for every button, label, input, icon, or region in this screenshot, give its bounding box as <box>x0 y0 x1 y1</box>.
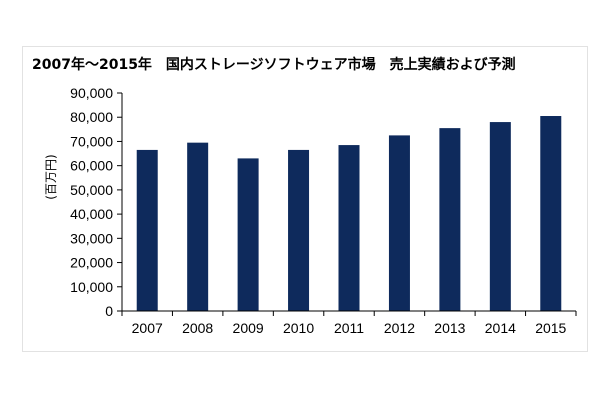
bar-2015 <box>540 116 562 311</box>
bar-2008 <box>187 142 209 311</box>
x-tick-label: 2008 <box>182 320 213 336</box>
y-tick-label: 10,000 <box>70 279 113 295</box>
chart-frame <box>22 46 588 352</box>
y-axis-ticks: 0 10,000 20,000 30,000 40,000 50,000 60,000 70,… <box>70 85 122 319</box>
bar-2009 <box>237 158 259 311</box>
x-tick-label: 2014 <box>485 320 516 336</box>
y-tick-label: 0 <box>105 303 113 319</box>
bars <box>136 116 562 311</box>
y-tick-label: 30,000 <box>70 230 113 246</box>
y-tick-label: 50,000 <box>70 182 113 198</box>
x-tick-label: 2015 <box>535 320 566 336</box>
y-tick-label: 70,000 <box>70 133 113 149</box>
bar-2007 <box>136 149 158 311</box>
bar-2011 <box>338 145 360 311</box>
y-tick-label: 20,000 <box>70 255 113 271</box>
x-tick-label: 2010 <box>283 320 314 336</box>
bar-2013 <box>439 128 461 311</box>
x-tick-label: 2009 <box>233 320 264 336</box>
y-tick-label: 80,000 <box>70 109 113 125</box>
bar-2012 <box>388 135 410 311</box>
axes <box>121 93 576 312</box>
x-tick-label: 2012 <box>384 320 415 336</box>
x-tick-label: 2011 <box>334 320 364 336</box>
x-axis-ticks: 2007 2008 2009 2010 2011 2012 2013 2014 2015 <box>121 311 577 336</box>
y-tick-label: 60,000 <box>70 158 113 174</box>
y-tick-label: 40,000 <box>70 206 113 222</box>
bar-2014 <box>489 122 511 311</box>
x-tick-label: 2007 <box>132 320 163 336</box>
bar-2010 <box>288 149 310 311</box>
chart-title: 2007年～2015年 国内ストレージソフトウェア市場 売上実績および予測 <box>32 57 516 73</box>
x-tick-label: 2013 <box>434 320 465 336</box>
y-tick-label: 90,000 <box>70 85 113 101</box>
